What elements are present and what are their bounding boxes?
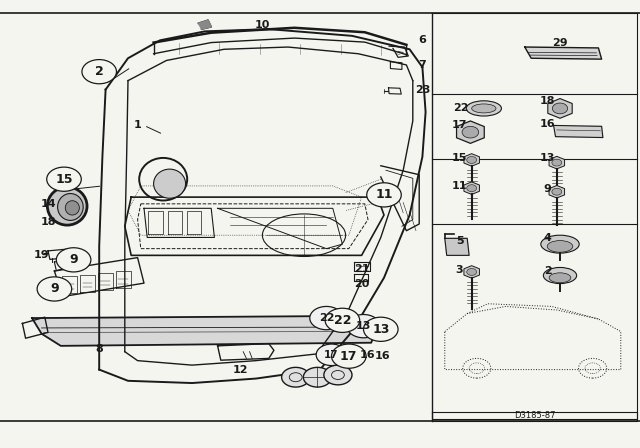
- Polygon shape: [525, 47, 602, 59]
- Text: 22: 22: [319, 313, 334, 323]
- Polygon shape: [554, 125, 603, 138]
- Text: 18: 18: [40, 217, 56, 227]
- Text: 19: 19: [34, 250, 49, 260]
- Circle shape: [56, 248, 91, 272]
- Text: 2: 2: [544, 266, 552, 276]
- Circle shape: [316, 344, 347, 366]
- Text: 9: 9: [69, 253, 78, 267]
- Circle shape: [310, 306, 343, 330]
- Circle shape: [462, 126, 479, 138]
- Text: 21: 21: [354, 264, 369, 274]
- Polygon shape: [445, 238, 469, 255]
- Ellipse shape: [547, 241, 573, 252]
- Text: 22: 22: [453, 103, 468, 112]
- Text: 13: 13: [356, 321, 371, 331]
- Ellipse shape: [65, 201, 79, 215]
- Text: 15: 15: [452, 153, 467, 163]
- Polygon shape: [456, 121, 484, 143]
- Ellipse shape: [472, 104, 496, 113]
- Circle shape: [303, 367, 332, 387]
- Text: 8: 8: [95, 345, 103, 354]
- Polygon shape: [464, 182, 479, 194]
- Circle shape: [82, 60, 116, 84]
- Circle shape: [282, 367, 310, 387]
- Text: 7: 7: [419, 60, 426, 70]
- Circle shape: [367, 183, 401, 207]
- Circle shape: [552, 103, 568, 114]
- Circle shape: [552, 159, 562, 166]
- Circle shape: [324, 365, 352, 385]
- Ellipse shape: [543, 267, 577, 284]
- Ellipse shape: [58, 194, 83, 220]
- Text: 22: 22: [333, 314, 351, 327]
- Text: 16: 16: [375, 351, 390, 361]
- Text: 12: 12: [232, 365, 248, 375]
- Text: 13: 13: [540, 153, 555, 163]
- Text: 16: 16: [360, 350, 375, 360]
- Circle shape: [467, 268, 477, 276]
- Ellipse shape: [549, 273, 571, 283]
- Circle shape: [467, 156, 477, 164]
- Polygon shape: [464, 154, 479, 166]
- Ellipse shape: [154, 169, 186, 198]
- Polygon shape: [464, 266, 479, 278]
- Ellipse shape: [466, 101, 502, 116]
- Circle shape: [37, 277, 72, 301]
- Circle shape: [332, 344, 366, 368]
- Text: 13: 13: [372, 323, 390, 336]
- Text: 20: 20: [354, 280, 369, 289]
- Text: 16: 16: [540, 119, 556, 129]
- Text: 2: 2: [95, 65, 104, 78]
- Text: 9: 9: [543, 184, 551, 194]
- Polygon shape: [548, 99, 572, 118]
- Text: 29: 29: [552, 38, 568, 47]
- Circle shape: [364, 317, 398, 341]
- Polygon shape: [549, 156, 564, 169]
- Polygon shape: [32, 316, 378, 346]
- Text: 11: 11: [452, 181, 467, 191]
- Text: 9: 9: [50, 282, 59, 296]
- Circle shape: [347, 314, 380, 338]
- Ellipse shape: [541, 235, 579, 253]
- Polygon shape: [549, 185, 564, 198]
- Text: 14: 14: [40, 199, 56, 209]
- Text: 6: 6: [419, 35, 426, 45]
- Text: 17: 17: [324, 350, 339, 360]
- Circle shape: [552, 188, 562, 195]
- Polygon shape: [198, 20, 211, 29]
- Text: 5: 5: [456, 236, 463, 246]
- Text: 17: 17: [340, 349, 358, 363]
- Circle shape: [47, 167, 81, 191]
- Text: 3: 3: [456, 265, 463, 275]
- Text: 23: 23: [415, 85, 430, 95]
- Ellipse shape: [47, 187, 87, 225]
- Text: 15: 15: [55, 172, 73, 186]
- Text: 10: 10: [255, 20, 270, 30]
- Text: 1: 1: [134, 121, 141, 130]
- Text: 4: 4: [544, 233, 552, 243]
- Text: 18: 18: [540, 96, 555, 106]
- Circle shape: [467, 185, 477, 192]
- Circle shape: [325, 308, 360, 332]
- Text: D3185-87: D3185-87: [514, 411, 555, 420]
- Text: 17: 17: [452, 121, 467, 130]
- Text: 11: 11: [375, 188, 393, 202]
